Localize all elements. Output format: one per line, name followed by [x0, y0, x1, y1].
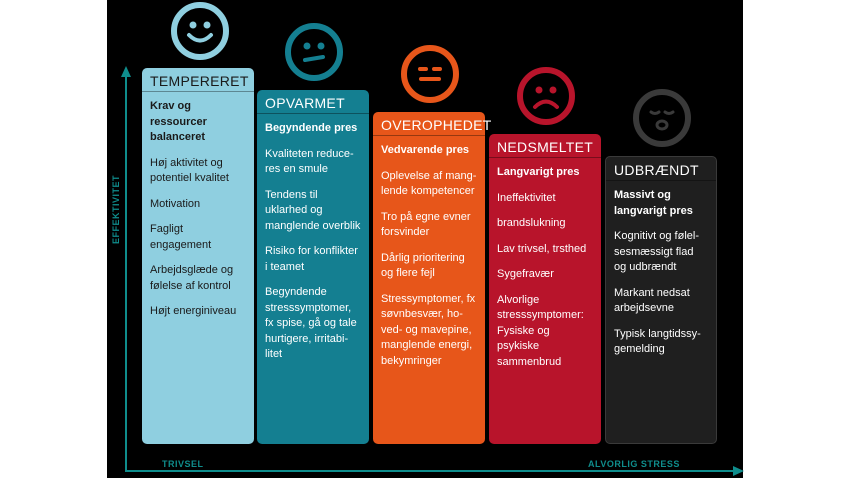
stage-item: Markant nedsat arbejdsevne	[614, 286, 690, 315]
stage-item: Tendens til uklarhed og manglende overbl…	[265, 188, 361, 232]
stage-item: brandslukning	[497, 217, 566, 229]
stage-card-udbraendt: UDBRÆNDT Massivt og langvarigt pres Kogn…	[605, 156, 717, 444]
stage-heading: Vedvarende pres	[381, 144, 470, 156]
stage-heading: Massivt og langvarigt pres	[614, 189, 693, 217]
stage-heading: Krav og ressourcer balanceret	[150, 100, 207, 143]
stage-item: Risiko for konflikter i teamet	[265, 245, 358, 273]
stage-item: Tro på egne evner forsvinder	[381, 210, 471, 239]
y-axis-label: EFFEKTIVITET	[111, 175, 121, 244]
stage-card-tempereret: TEMPERERET Krav og ressourcer balanceret…	[142, 68, 254, 444]
stage-item: Dårlig prioritering og flere fejl	[381, 251, 465, 280]
stage-item: Kognitivt og følel-sesmæssigt flad og ud…	[614, 230, 699, 273]
neutral-face-icon	[401, 45, 459, 103]
uneasy-face-icon	[285, 23, 343, 81]
x-axis-right-label: ALVORLIG STRESS	[588, 459, 680, 469]
stage-card-overophedet: OVEROPHEDET Vedvarende pres Oplevelse af…	[373, 112, 491, 444]
stage-item: Begyndende stresssymptomer, fx spise, gå…	[265, 286, 357, 360]
happy-face-icon	[171, 2, 229, 60]
stage-item: Arbejdsglæde og følelse af kontrol	[150, 264, 234, 292]
stage-item: Stressymptomer, fx søvnbesvær, ho-ved- o…	[381, 292, 476, 367]
stage-title: UDBRÆNDT	[606, 157, 716, 181]
stage-title: OPVARMET	[257, 90, 369, 114]
x-axis-line	[125, 470, 734, 472]
stage-item: Lav trivsel, trsthed	[497, 242, 587, 255]
stage-title: NEDSMELTET	[489, 134, 601, 158]
stage-item: Sygefravær	[497, 268, 554, 280]
stage-heading: Langvarigt pres	[497, 166, 580, 178]
stage-item: Alvorlige stresssymptomer: Fysiske og ps…	[497, 293, 584, 368]
stage-item: Fagligt engagement	[150, 223, 212, 251]
stage-card-nedsmeltet: NEDSMELTET Langvarigt pres Ineffektivite…	[489, 134, 601, 444]
stage-item: Højt energiniveau	[150, 305, 237, 317]
stage-item: Motivation	[150, 197, 201, 210]
stage-item: Kvaliteten reduce-res en smule	[265, 147, 354, 176]
x-axis-arrow-icon	[733, 466, 744, 476]
stage-item: Typisk langtidssy-gemelding	[614, 327, 701, 356]
stage-heading: Begyndende pres	[265, 122, 358, 134]
stage-item: Ineffektivitet	[497, 191, 556, 204]
stage-title: OVEROPHEDET	[373, 112, 491, 136]
stage-item: Oplevelse af mang-lende kompetencer	[381, 169, 477, 198]
exhausted-face-icon	[633, 89, 691, 147]
stage-item: Høj aktivitet og potentiel kvalitet	[150, 156, 229, 185]
stage-title: TEMPERERET	[142, 68, 254, 92]
y-axis-line	[125, 76, 127, 472]
x-axis-left-label: TRIVSEL	[162, 459, 204, 469]
y-axis-arrow-icon	[121, 66, 131, 77]
stage-card-opvarmet: OPVARMET Begyndende pres Kvaliteten redu…	[257, 90, 369, 444]
sad-face-icon	[517, 67, 575, 125]
